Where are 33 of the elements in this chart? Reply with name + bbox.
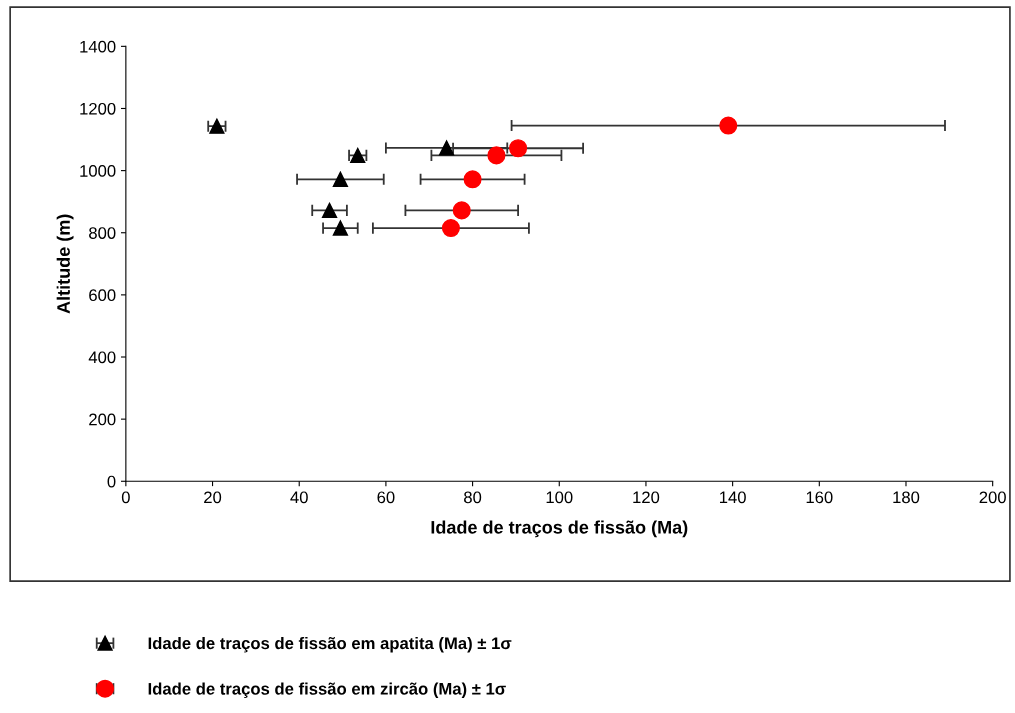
point — [509, 139, 528, 158]
y-tick-label: 0 — [107, 475, 116, 488]
point — [463, 170, 482, 189]
y-tick-label: 1200 — [80, 102, 116, 115]
x-tick-label: 200 — [979, 491, 1006, 504]
legend-label: Idade de traços de fissão em zircão (Ma) ± 1σ — [148, 682, 506, 698]
point — [321, 202, 338, 219]
x-tick-label: 40 — [290, 491, 308, 504]
y-tick-label: 1000 — [80, 165, 116, 177]
x-tick-label: 60 — [377, 491, 395, 504]
point — [438, 140, 455, 156]
x-tick-label: 120 — [633, 491, 660, 504]
x-tick-label: 80 — [464, 491, 482, 504]
x-tick-label: 180 — [893, 491, 920, 504]
y-tick-label: 200 — [89, 413, 116, 426]
y-tick-label: 1400 — [80, 40, 116, 53]
y-tick-label: 400 — [88, 351, 116, 364]
point — [719, 116, 738, 135]
x-tick-label: 20 — [204, 491, 222, 504]
y-tick-label: 600 — [89, 289, 116, 302]
y-tick-label: 800 — [89, 227, 116, 239]
y-axis-title: Altitude (m) — [56, 214, 74, 314]
x-tick-label: 0 — [121, 491, 130, 504]
point — [487, 146, 506, 165]
x-tick-label: 100 — [546, 491, 573, 504]
x-tick-label: 160 — [806, 491, 833, 504]
point — [332, 220, 349, 236]
point — [452, 201, 471, 220]
legend-label: Idade de traços de fissão em apatita (Ma) ± 1σ — [148, 636, 512, 653]
point — [332, 171, 349, 187]
point — [441, 219, 460, 238]
x-axis-title: Idade de traços de fissão (Ma) — [431, 520, 688, 538]
x-tick-label: 140 — [720, 491, 746, 504]
